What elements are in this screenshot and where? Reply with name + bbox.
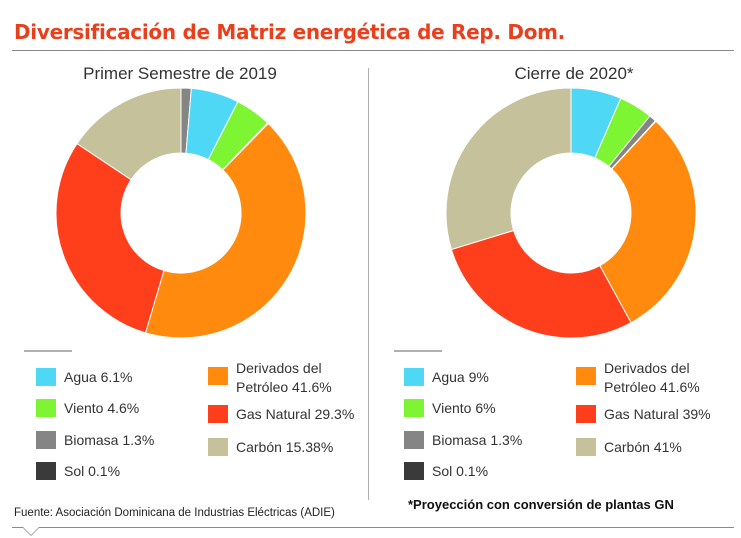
bottom-rule	[12, 527, 734, 528]
legend-item-derivados-2019: Derivados del Petróleo 41.6%	[208, 359, 376, 397]
legend-label: Gas Natural 39%	[604, 406, 711, 422]
legend-item-sol-2020: Sol 0.1%	[404, 460, 488, 482]
legend-item-sol-2019: Sol 0.1%	[36, 460, 120, 482]
slice-carbon	[446, 87, 572, 251]
legend-label-line1: Derivados del	[236, 360, 322, 376]
legend-label: Sol 0.1%	[432, 463, 489, 479]
swatch-derivados	[576, 367, 596, 385]
legend-label: Derivados del Petróleo 41.6%	[604, 359, 741, 397]
legend-label: Gas Natural 29.3%	[236, 406, 355, 422]
legend-rule-2020	[394, 350, 442, 352]
legend-label: Biomasa 1.3%	[64, 432, 155, 448]
legend-label: Viento 4.6%	[64, 400, 140, 416]
legend-item-viento-2019: Viento 4.6%	[36, 397, 139, 419]
legend-item-agua-2020: Agua 9%	[404, 366, 489, 388]
swatch-derivados	[208, 367, 228, 385]
swatch-viento	[404, 399, 424, 417]
swatch-sol	[36, 462, 56, 480]
legend-item-agua-2019: Agua 6.1%	[36, 366, 133, 388]
source-note: Fuente: Asociación Dominicana de Industr…	[14, 507, 335, 519]
swatch-biomasa	[36, 431, 56, 449]
legend-item-derivados-2020: Derivados del Petróleo 41.6%	[576, 359, 741, 397]
speech-notch-inner	[23, 527, 39, 535]
swatch-gas	[208, 405, 228, 423]
donut-chart-2020	[446, 87, 696, 339]
swatch-viento	[36, 399, 56, 417]
legend-label: Biomasa 1.3%	[432, 432, 523, 448]
legend-item-biomasa-2019: Biomasa 1.3%	[36, 429, 154, 451]
legend-item-viento-2020: Viento 6%	[404, 397, 496, 419]
legend-label: Sol 0.1%	[64, 463, 121, 479]
legend-label: Agua 9%	[432, 369, 489, 385]
legend-label-line2: Petróleo 41.6%	[604, 379, 700, 395]
legend-item-carbon-2020: Carbón 41%	[576, 436, 682, 458]
slice-gas	[450, 229, 632, 339]
chart-title-2019: Primer Semestre de 2019	[83, 64, 277, 83]
swatch-agua	[36, 368, 56, 386]
swatch-carbon	[208, 438, 228, 456]
slice-carbon	[76, 87, 182, 181]
chart-title-2020: Cierre de 2020*	[514, 64, 634, 83]
swatch-gas	[576, 405, 596, 423]
swatch-agua	[404, 368, 424, 386]
legend-item-carbon-2019: Carbón 15.38%	[208, 436, 333, 458]
legend-label: Carbón 15.38%	[236, 439, 334, 455]
donut-chart-2019	[56, 87, 306, 339]
panel-divider	[368, 68, 369, 500]
legend-label: Viento 6%	[432, 400, 496, 416]
legend-label-line1: Derivados del	[604, 360, 690, 376]
legend-item-biomasa-2020: Biomasa 1.3%	[404, 429, 522, 451]
legend-label: Agua 6.1%	[64, 369, 133, 385]
slice-derivados	[144, 122, 306, 339]
swatch-sol	[404, 462, 424, 480]
swatch-carbon	[576, 438, 596, 456]
legend-rule-2019	[24, 350, 72, 352]
legend-item-gas-2019: Gas Natural 29.3%	[208, 403, 354, 425]
legend-label: Carbón 41%	[604, 439, 682, 455]
projection-note: *Proyección con conversión de plantas GN	[408, 497, 674, 512]
legend-item-gas-2020: Gas Natural 39%	[576, 403, 711, 425]
page-title: Diversificación de Matriz energética de …	[14, 20, 565, 44]
legend-label: Derivados del Petróleo 41.6%	[236, 359, 376, 397]
slice-derivados	[599, 120, 696, 324]
legend-label-line2: Petróleo 41.6%	[236, 379, 332, 395]
swatch-biomasa	[404, 431, 424, 449]
slice-gas	[56, 142, 165, 334]
title-divider	[12, 50, 734, 51]
